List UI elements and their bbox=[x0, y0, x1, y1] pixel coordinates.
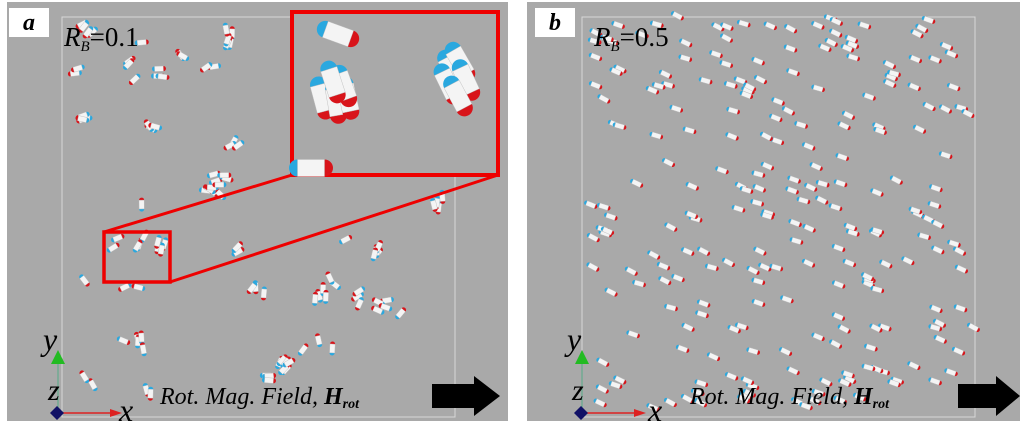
ratio-value: =0.5 bbox=[620, 22, 669, 52]
panel-label: b bbox=[549, 10, 561, 36]
particle-body bbox=[139, 200, 144, 209]
particle bbox=[217, 173, 231, 178]
particle-body bbox=[312, 294, 318, 303]
particle-body bbox=[154, 66, 163, 72]
panel-label: a bbox=[23, 10, 35, 36]
axis-label-y: y bbox=[40, 321, 58, 357]
panel-background bbox=[527, 2, 1020, 421]
particle bbox=[323, 290, 329, 304]
particle-body bbox=[323, 292, 329, 301]
particle-body bbox=[148, 389, 154, 398]
panel-a: a RB=0.1 y z x Rot. Mag. Field, Hrot bbox=[7, 2, 508, 423]
axis-label-z: z bbox=[571, 374, 584, 407]
particle bbox=[329, 341, 335, 355]
page: {"panels": [ {"label": "a", "ratio_symbo… bbox=[0, 0, 1024, 423]
particle-body bbox=[139, 333, 145, 342]
field-label: Rot. Mag. Field, Hrot bbox=[689, 384, 890, 412]
field-symbol: H bbox=[853, 384, 874, 410]
particle-body bbox=[298, 160, 325, 177]
ratio-value: =0.1 bbox=[90, 22, 139, 52]
axis-label-x: x bbox=[118, 392, 133, 423]
field-text: Rot. Mag. Field, bbox=[689, 384, 854, 410]
particle-body bbox=[261, 289, 267, 298]
particle bbox=[152, 66, 166, 72]
figure: a RB=0.1 y z x Rot. Mag. Field, Hrot b R… bbox=[0, 0, 1024, 423]
particle bbox=[138, 330, 144, 344]
particle bbox=[212, 182, 226, 187]
particle bbox=[148, 387, 154, 401]
particle-body bbox=[158, 74, 167, 80]
field-label: Rot. Mag. Field, Hrot bbox=[159, 384, 360, 412]
ratio-label: RB=0.1 bbox=[63, 22, 139, 55]
field-subscript: rot bbox=[873, 397, 890, 412]
particle bbox=[289, 160, 333, 177]
ratio-symbol: R bbox=[593, 22, 611, 52]
particle-body bbox=[220, 173, 229, 178]
particle bbox=[139, 198, 144, 212]
field-subscript: rot bbox=[343, 397, 360, 412]
ratio-label: RB=0.5 bbox=[593, 22, 669, 55]
axis-label-y: y bbox=[564, 321, 582, 357]
panel-b: b RB=0.5 y z x Rot. Mag. Field, Hrot bbox=[527, 2, 1020, 423]
field-symbol: H bbox=[323, 384, 344, 410]
ratio-subscript: B bbox=[611, 39, 620, 55]
particle-body bbox=[215, 182, 224, 187]
ratio-subscript: B bbox=[81, 39, 90, 55]
axis-label-x: x bbox=[647, 392, 662, 423]
particle-body bbox=[330, 344, 336, 353]
particle-body bbox=[264, 377, 273, 383]
axis-label-z: z bbox=[47, 374, 60, 407]
ratio-symbol: R bbox=[63, 22, 81, 52]
field-text: Rot. Mag. Field, bbox=[159, 384, 324, 410]
